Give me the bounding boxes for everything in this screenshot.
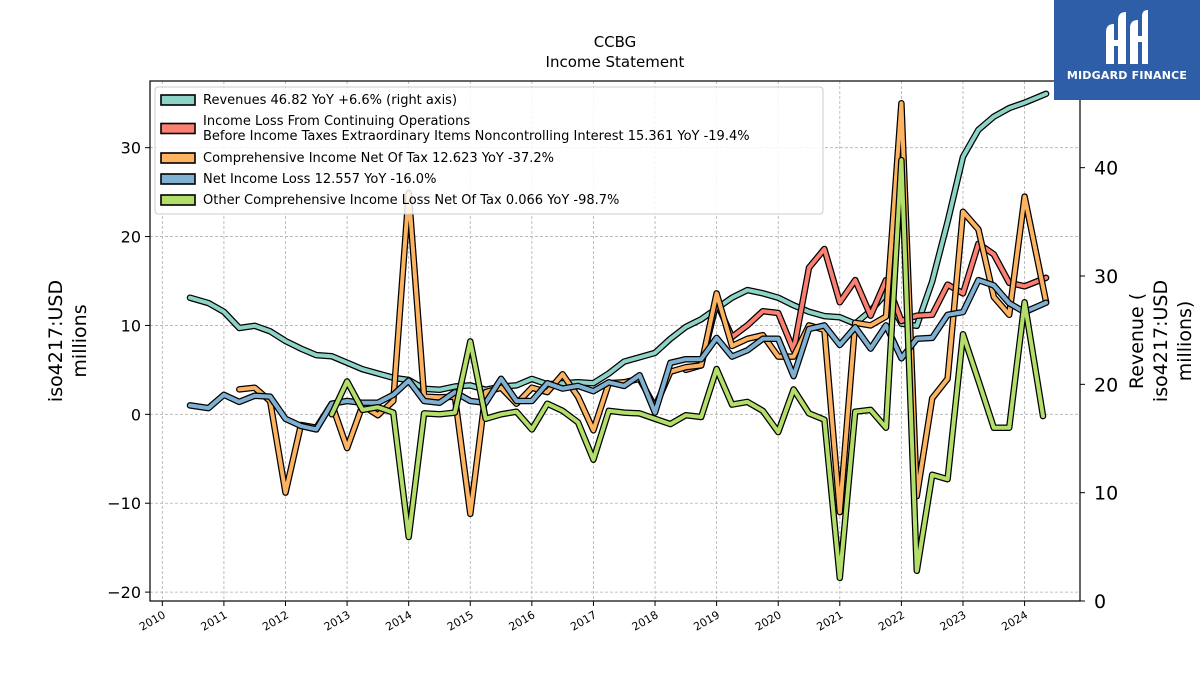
y-axis-label-left-line1: iso4217:USD bbox=[45, 280, 67, 402]
legend-label-3: Net Income Loss 12.557 YoY -16.0% bbox=[203, 172, 436, 187]
y-tick-label-left: 0 bbox=[131, 405, 141, 424]
legend-label-1: Before Income Taxes Extraordinary Items … bbox=[203, 129, 750, 144]
legend-label-0: Revenues 46.82 YoY +6.6% (right axis) bbox=[203, 93, 457, 108]
x-tick-label: 2015 bbox=[445, 608, 476, 633]
y-axis-label-right-line2: iso4217:USD bbox=[1150, 280, 1172, 402]
legend-label-1: Income Loss From Continuing Operations bbox=[203, 114, 470, 129]
logo-mark-icon bbox=[1106, 10, 1148, 64]
x-tick-label: 2019 bbox=[691, 608, 722, 633]
y-tick-label-left: 20 bbox=[121, 228, 141, 247]
x-tick-label: 2018 bbox=[630, 608, 661, 633]
y-tick-label-left: −20 bbox=[107, 583, 141, 602]
midgard-finance-logo: MIDGARD FINANCE bbox=[1054, 0, 1200, 100]
x-tick-label: 2011 bbox=[199, 608, 230, 633]
legend-label-2: Comprehensive Income Net Of Tax 12.623 Y… bbox=[203, 151, 554, 166]
x-tick-label: 2016 bbox=[507, 608, 538, 633]
legend-swatch-2 bbox=[160, 152, 196, 164]
y-tick-label-right: 20 bbox=[1094, 374, 1118, 396]
logo-text: MIDGARD FINANCE bbox=[1066, 69, 1188, 82]
chart-subtitle: Income Statement bbox=[546, 53, 685, 71]
y-tick-label-right: 30 bbox=[1094, 266, 1118, 288]
legend: Revenues 46.82 YoY +6.6% (right axis) Inc… bbox=[154, 86, 824, 215]
y-axis-label-left-line2: millions bbox=[69, 304, 91, 377]
y-tick-label-right: 0 bbox=[1094, 591, 1106, 613]
legend-label-4: Other Comprehensive Income Loss Net Of T… bbox=[203, 193, 619, 208]
series-line-4 bbox=[329, 158, 1045, 580]
x-tick-label: 2022 bbox=[876, 608, 907, 633]
x-tick-label: 2024 bbox=[999, 608, 1030, 633]
y-axis-label-right-line3: millions) bbox=[1174, 301, 1196, 382]
legend-box bbox=[154, 86, 824, 215]
legend-swatch-3 bbox=[160, 173, 196, 185]
x-tick-label: 2017 bbox=[568, 608, 599, 633]
legend-swatch-0 bbox=[160, 94, 196, 106]
x-tick-label: 2010 bbox=[137, 608, 168, 633]
x-tick-label: 2023 bbox=[938, 608, 969, 633]
y-axis-label-right-line1: Revenue ( bbox=[1126, 293, 1148, 389]
plot-frame bbox=[149, 80, 1081, 602]
chart-title: CCBG bbox=[594, 33, 637, 51]
y-tick-label-left: −10 bbox=[107, 494, 141, 513]
y-tick-label-right: 40 bbox=[1094, 158, 1118, 180]
y-tick-label-right: 10 bbox=[1094, 483, 1118, 505]
series-lines bbox=[186, 90, 1050, 582]
x-tick-label: 2020 bbox=[753, 608, 784, 633]
y-tick-label-left: 10 bbox=[121, 316, 141, 335]
y-tick-label-left: 30 bbox=[121, 139, 141, 158]
legend-swatch-1 bbox=[160, 122, 196, 135]
x-tick-label: 2014 bbox=[383, 608, 414, 633]
x-tick-label: 2012 bbox=[260, 608, 291, 633]
x-tick-label: 2021 bbox=[815, 608, 846, 633]
x-tick-label: 2013 bbox=[322, 608, 353, 633]
legend-swatch-4 bbox=[160, 194, 196, 206]
